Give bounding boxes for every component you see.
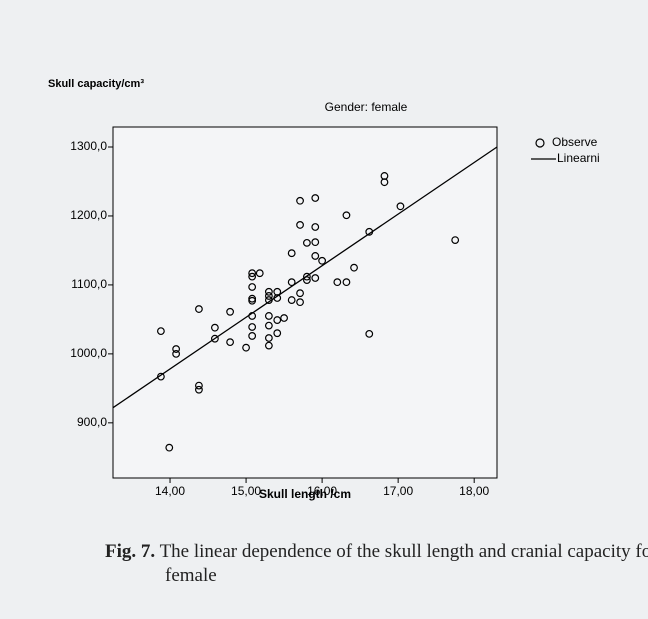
- y-tick-label: 1300,0: [70, 139, 107, 153]
- point: [296, 298, 304, 307]
- point: [264, 321, 273, 330]
- point: [296, 196, 304, 205]
- point: [311, 252, 320, 260]
- x-axis-label: Skull length /cm: [259, 487, 351, 501]
- caption: Fig. 7. The linear dependence of the sku…: [105, 540, 648, 588]
- x-tick-label: 15,00: [231, 484, 261, 498]
- point: [264, 334, 273, 342]
- point: [172, 349, 181, 358]
- point: [264, 287, 273, 296]
- y-tick-label: 1100,0: [71, 277, 107, 291]
- point: [396, 202, 405, 211]
- y-tick-label: 1200,0: [70, 208, 107, 222]
- legend-label: Observe: [552, 135, 598, 149]
- point: [303, 238, 311, 247]
- plot-area: [112, 126, 498, 479]
- point: [172, 345, 181, 353]
- y-axis-label: Skull capacity/cm³: [48, 78, 144, 90]
- point: [287, 249, 296, 258]
- point: [333, 278, 342, 287]
- point: [226, 307, 235, 316]
- point: [248, 269, 257, 278]
- point: [165, 443, 174, 452]
- point: [226, 338, 235, 347]
- point: [280, 314, 288, 322]
- point: [296, 221, 304, 229]
- point: [365, 329, 374, 338]
- point: [311, 223, 320, 231]
- y-tick-label: 900,0: [77, 415, 107, 429]
- y-tick-label: 1000,0: [70, 346, 107, 360]
- point: [342, 278, 351, 287]
- point: [248, 332, 257, 340]
- point: [350, 263, 358, 272]
- point: [157, 327, 165, 336]
- caption-label: Fig. 7.: [105, 541, 156, 562]
- point: [264, 312, 273, 320]
- point: [296, 289, 304, 298]
- point: [380, 178, 389, 187]
- point: [264, 341, 273, 350]
- chart: Skull capacity/cm³ Gender: female Skull …: [48, 78, 600, 501]
- x-tick-label: 14,00: [155, 484, 185, 498]
- point: [210, 323, 219, 332]
- point: [195, 385, 203, 394]
- point: [287, 296, 296, 304]
- point: [248, 283, 257, 291]
- point: [210, 334, 219, 343]
- point: [195, 381, 203, 390]
- x-tick-label: 18,00: [459, 484, 489, 498]
- point: [311, 238, 320, 247]
- point: [248, 272, 257, 281]
- point: [264, 292, 273, 300]
- point: [195, 305, 203, 313]
- chart-title: Gender: female: [325, 100, 408, 114]
- point: [255, 269, 264, 278]
- point: [318, 256, 327, 265]
- point: [311, 274, 320, 282]
- point: [303, 272, 311, 281]
- point: [342, 211, 351, 220]
- fit-line: [112, 146, 498, 409]
- legend-symbol: [535, 138, 545, 148]
- point: [311, 194, 320, 202]
- x-tick-label: 16,00: [307, 484, 337, 498]
- point: [248, 296, 257, 305]
- point: [287, 278, 296, 287]
- point: [451, 236, 460, 244]
- x-tick-label: 17,00: [383, 484, 413, 498]
- point: [273, 329, 282, 338]
- point: [248, 323, 257, 331]
- point: [242, 343, 250, 352]
- caption-text: The linear dependence of the skull lengt…: [159, 541, 648, 586]
- point: [273, 316, 282, 324]
- legend-label: Linearni: [557, 151, 600, 165]
